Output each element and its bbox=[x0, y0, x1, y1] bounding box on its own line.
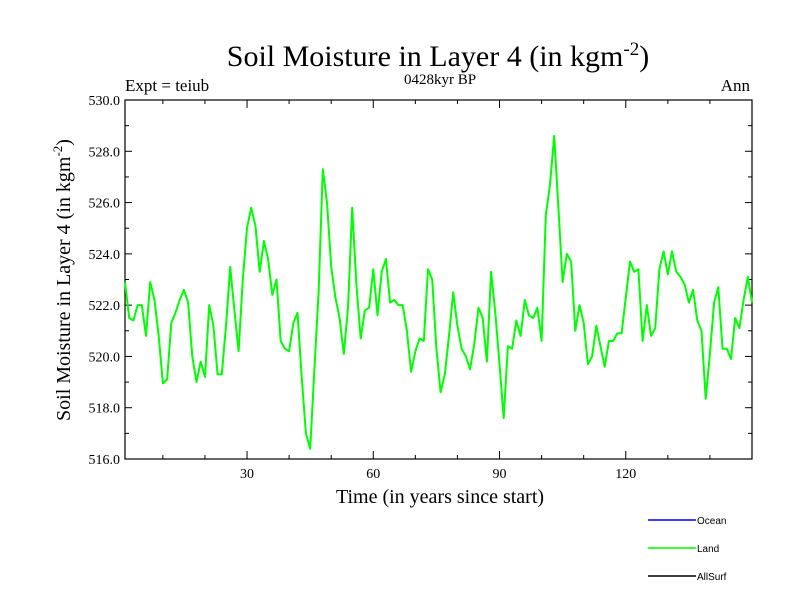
y-tick-label: 516.0 bbox=[89, 453, 121, 468]
x-axis-label: Time (in years since start) bbox=[336, 486, 544, 508]
y-tick-label: 522.0 bbox=[89, 299, 121, 314]
y-tick-label: 528.0 bbox=[89, 145, 121, 160]
x-tick-label: 60 bbox=[366, 467, 380, 482]
y-tick-label: 524.0 bbox=[89, 248, 121, 263]
season-label: Ann bbox=[721, 76, 751, 95]
x-tick-label: 120 bbox=[615, 467, 636, 482]
y-tick-label: 520.0 bbox=[89, 350, 121, 365]
series-layer bbox=[124, 134, 753, 450]
series-line-land bbox=[124, 134, 753, 450]
x-tick-label: 30 bbox=[240, 467, 254, 482]
y-axis: 516.0 518.0 520.0 522.0 524.0 526.0 528.0 530.0 bbox=[89, 94, 752, 468]
legend: Ocean Land AllSurf bbox=[648, 516, 727, 583]
experiment-label: Expt = teiub bbox=[125, 76, 209, 95]
x-tick-label: 90 bbox=[493, 467, 507, 482]
legend-label-allsurf: AllSurf bbox=[697, 572, 727, 583]
y-tick-label: 530.0 bbox=[89, 94, 121, 109]
y-tick-label: 518.0 bbox=[89, 402, 121, 417]
y-tick-label: 526.0 bbox=[89, 197, 121, 212]
y-axis-label: Soil Moisture in Layer 4 (in kgm-2) bbox=[50, 139, 75, 421]
legend-label-land: Land bbox=[697, 544, 719, 555]
chart-title: Soil Moisture in Layer 4 (in kgm-2) bbox=[227, 39, 649, 73]
legend-label-ocean: Ocean bbox=[697, 516, 726, 527]
x-axis: 30 60 90 120 bbox=[162, 100, 753, 482]
chart-subtitle: 0428kyr BP bbox=[404, 72, 476, 88]
